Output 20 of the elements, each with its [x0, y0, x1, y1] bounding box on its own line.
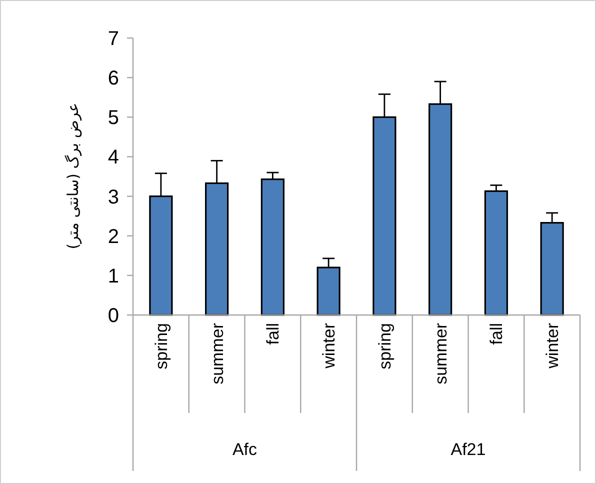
bar	[484, 190, 508, 316]
x-tick-label: summer	[208, 322, 227, 384]
x-tick-label: summer	[431, 322, 450, 384]
x-tick-label: spring	[375, 323, 394, 370]
y-tick-label: 7	[108, 28, 119, 50]
x-tick-label: winter	[543, 322, 562, 370]
text: Afc	[232, 440, 258, 459]
y-tick-label: 1	[108, 265, 119, 288]
y-axis-title: عرض برگ (سانتی متر)	[64, 102, 82, 250]
text: Af21	[450, 440, 486, 459]
x-tick-label: fall	[487, 323, 506, 345]
y-tick-label: 5	[108, 107, 119, 130]
x-tick-label: fall	[264, 323, 283, 345]
y-tick-label: 4	[108, 146, 119, 169]
x-tick-label: winter	[320, 322, 339, 370]
y-tick-label: 0	[108, 305, 119, 327]
y-tick-label: 2	[108, 226, 119, 248]
y-tick-label: 3	[108, 186, 119, 208]
x-tick-label: spring	[152, 323, 171, 370]
y-tick-label: 6	[108, 68, 119, 90]
